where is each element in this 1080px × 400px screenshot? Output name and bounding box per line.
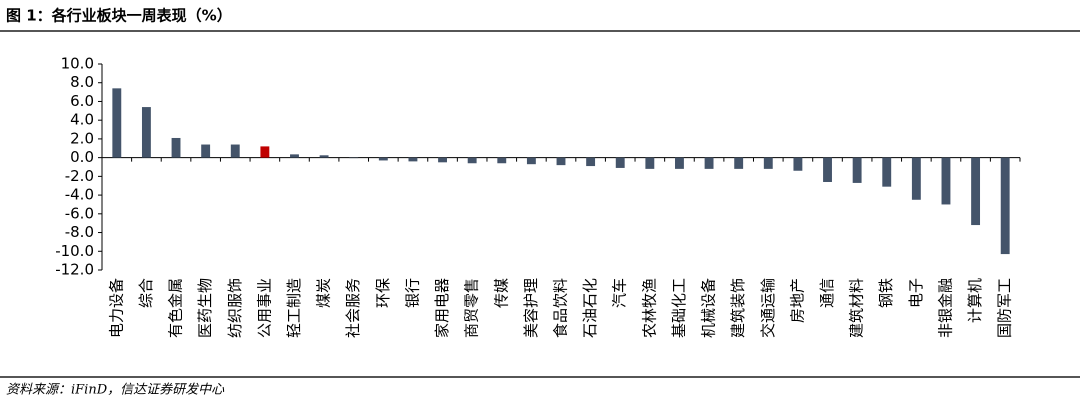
bar [230, 144, 240, 158]
x-tick-label: 综合 [137, 278, 155, 308]
bar [941, 157, 951, 205]
bar [526, 157, 536, 165]
chart-title: 图 1：各行业板块一周表现（%） [6, 7, 232, 25]
bar [852, 157, 862, 183]
x-tick-label: 基础化工 [670, 278, 688, 338]
x-tick-label: 传媒 [492, 278, 510, 308]
bar [556, 157, 566, 166]
bar [141, 107, 151, 158]
bar [763, 157, 773, 169]
x-tick-label: 钢铁 [877, 278, 895, 308]
bar [497, 157, 507, 164]
x-tick-label: 食品饮料 [552, 278, 570, 338]
bar [704, 157, 714, 169]
x-tick-label: 房地产 [788, 278, 806, 323]
bar [882, 157, 892, 187]
y-tick-label: -6.0 [65, 204, 94, 222]
bar [586, 157, 596, 167]
y-tick-label: 4.0 [70, 111, 94, 129]
x-tick-label: 银行 [403, 278, 421, 308]
x-tick-label: 交通运输 [759, 278, 777, 338]
x-tick-label: 建筑装饰 [729, 278, 747, 338]
bar [290, 154, 299, 158]
bar [438, 157, 447, 163]
y-tick-label: -4.0 [65, 186, 94, 204]
bar [615, 157, 625, 168]
bar [734, 157, 744, 169]
bar [112, 88, 122, 158]
y-tick-label: 2.0 [70, 129, 94, 147]
x-tick-label: 国防军工 [996, 278, 1014, 338]
bar [823, 157, 832, 182]
x-tick-label: 美容护理 [522, 278, 540, 338]
x-tick-label: 环保 [374, 278, 392, 308]
bar [319, 155, 329, 158]
bar [378, 157, 388, 161]
source-note: 资料来源：iFinD，信达证券研发中心 [6, 383, 225, 398]
x-tick-label: 家用电器 [433, 278, 451, 338]
y-tick-label: 10.0 [61, 55, 94, 73]
bar [911, 157, 921, 200]
y-tick-label: 6.0 [70, 92, 94, 110]
x-tick-label: 轻工制造 [285, 278, 303, 338]
x-tick-label: 汽车 [611, 278, 629, 308]
bar [171, 137, 181, 158]
bar [467, 157, 477, 164]
bar [971, 157, 981, 226]
bar [1000, 157, 1010, 255]
x-tick-label: 公用事业 [255, 278, 273, 338]
x-tick-label: 通信 [818, 278, 836, 308]
x-tick-label: 社会服务 [344, 278, 362, 338]
y-tick-label: -12.0 [55, 261, 94, 279]
y-tick-label: 8.0 [70, 73, 94, 91]
x-tick-label: 电子 [907, 278, 925, 308]
x-tick-label: 非银金融 [936, 278, 954, 338]
x-tick-label: 煤炭 [315, 278, 333, 308]
y-tick-label: 0.0 [70, 148, 94, 166]
y-tick-label: -8.0 [65, 223, 94, 241]
x-tick-label: 纺织服饰 [226, 278, 244, 338]
bar [201, 144, 211, 158]
x-tick-label: 石油石化 [581, 278, 599, 338]
x-tick-label: 医药生物 [196, 278, 214, 338]
bar [260, 146, 270, 158]
x-tick-label: 商贸零售 [463, 278, 481, 338]
y-tick-label: -2.0 [65, 167, 94, 185]
x-tick-label: 计算机 [966, 278, 984, 323]
x-tick-label: 电力设备 [107, 278, 125, 338]
x-tick-label: 建筑材料 [848, 278, 866, 338]
bar [675, 157, 684, 169]
bar [793, 157, 803, 171]
x-tick-label: 有色金属 [167, 278, 185, 338]
bar [408, 157, 418, 162]
y-tick-label: -10.0 [55, 242, 94, 260]
x-tick-label: 机械设备 [700, 278, 718, 338]
bar [645, 157, 655, 169]
x-tick-label: 农林牧渔 [640, 278, 658, 338]
